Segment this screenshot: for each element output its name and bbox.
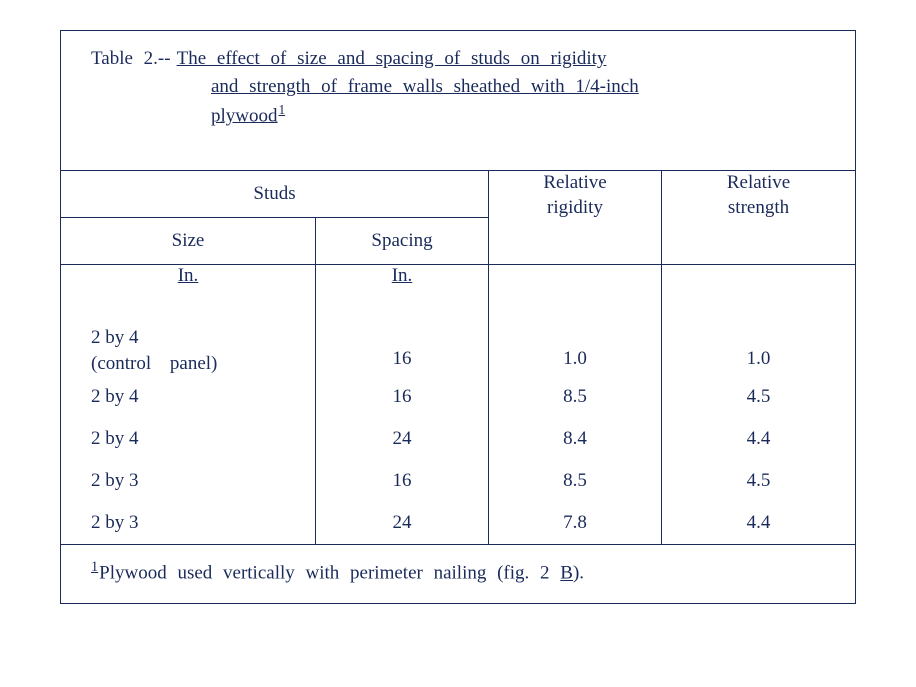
footnote-sup: 1 bbox=[91, 559, 98, 575]
header-row-1: Studs Relative rigidity Relative strengt… bbox=[61, 171, 855, 218]
header-rigidity-l2: rigidity bbox=[547, 197, 603, 218]
table-caption: Table 2.-- The effect of size and spacing… bbox=[61, 31, 855, 171]
caption-prefix: Table 2.-- bbox=[91, 48, 171, 69]
caption-title-line3: plywood bbox=[211, 105, 278, 126]
header-rigidity-l1: Relative bbox=[543, 172, 606, 193]
unit-spacing: In. bbox=[392, 265, 413, 286]
header-strength-l2: strength bbox=[728, 197, 789, 218]
table-row: 2 by 4 24 8.4 4.4 bbox=[61, 418, 855, 460]
cell-rigidity: 8.5 bbox=[489, 376, 662, 418]
header-strength-l1: Relative bbox=[727, 172, 790, 193]
caption-title-line2: and strength of frame walls sheathed wit… bbox=[211, 76, 639, 97]
footnote-text-before: Plywood used vertically with perimeter n… bbox=[99, 563, 560, 584]
cell-rigidity: 8.5 bbox=[489, 460, 662, 502]
cell-spacing: 24 bbox=[316, 502, 489, 545]
caption-superscript: 1 bbox=[279, 102, 286, 117]
cell-strength: 4.5 bbox=[662, 460, 856, 502]
footnote-underlined: B bbox=[560, 563, 573, 584]
cell-rigidity: 8.4 bbox=[489, 418, 662, 460]
table-row: 2 by 3 24 7.8 4.4 bbox=[61, 502, 855, 545]
cell-spacing: 16 bbox=[316, 460, 489, 502]
header-rigidity: Relative rigidity bbox=[489, 171, 662, 265]
footnote-text-after: ). bbox=[573, 563, 584, 584]
header-spacing: Spacing bbox=[316, 217, 489, 264]
header-size: Size bbox=[61, 217, 316, 264]
unit-size: In. bbox=[178, 265, 199, 286]
header-studs: Studs bbox=[61, 171, 489, 218]
cell-size: 2 by 4 bbox=[61, 376, 316, 418]
units-row: In. In. bbox=[61, 264, 855, 325]
cell-rigidity: 7.8 bbox=[489, 502, 662, 545]
cell-strength: 4.5 bbox=[662, 376, 856, 418]
cell-strength: 4.4 bbox=[662, 418, 856, 460]
cell-strength: 4.4 bbox=[662, 502, 856, 545]
table-row: 2 by 4 (control panel) 16 1.0 1.0 bbox=[61, 325, 855, 376]
caption-title-line1: The effect of size and spacing of studs … bbox=[177, 48, 607, 69]
cell-spacing: 16 bbox=[316, 325, 489, 376]
cell-size: 2 by 3 bbox=[61, 502, 316, 545]
table-2-container: Table 2.-- The effect of size and spacing… bbox=[60, 30, 856, 604]
data-table: Studs Relative rigidity Relative strengt… bbox=[61, 171, 855, 545]
cell-size-l1: 2 by 4 bbox=[91, 327, 139, 348]
cell-spacing: 16 bbox=[316, 376, 489, 418]
cell-spacing: 24 bbox=[316, 418, 489, 460]
table-row: 2 by 4 16 8.5 4.5 bbox=[61, 376, 855, 418]
cell-size-l2: (control panel) bbox=[91, 353, 217, 374]
cell-strength: 1.0 bbox=[662, 325, 856, 376]
table-footnote: 1Plywood used vertically with perimeter … bbox=[61, 545, 855, 602]
cell-size: 2 by 3 bbox=[61, 460, 316, 502]
cell-size: 2 by 4 bbox=[61, 418, 316, 460]
page-container: Table 2.-- The effect of size and spacing… bbox=[20, 30, 896, 604]
header-strength: Relative strength bbox=[662, 171, 856, 265]
cell-rigidity: 1.0 bbox=[489, 325, 662, 376]
table-row: 2 by 3 16 8.5 4.5 bbox=[61, 460, 855, 502]
